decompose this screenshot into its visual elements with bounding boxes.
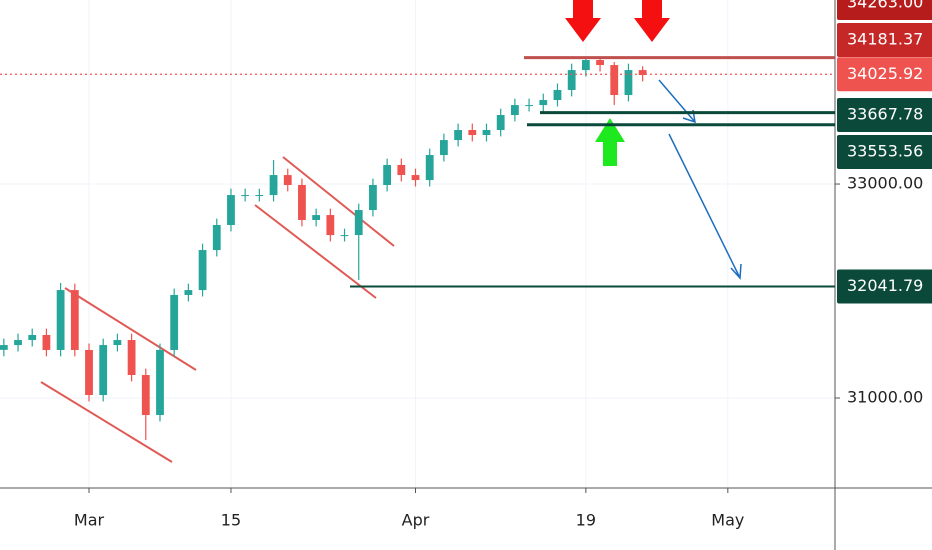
up-arrow xyxy=(595,118,625,166)
drawings xyxy=(40,0,742,463)
candle-body xyxy=(212,225,221,251)
candle-body xyxy=(610,65,619,96)
candle-body xyxy=(141,375,150,416)
x-tick-label: Mar xyxy=(74,511,105,530)
candle-body xyxy=(227,195,235,226)
candle-body xyxy=(255,195,264,197)
candle-body xyxy=(624,70,633,96)
candle-body xyxy=(482,129,491,136)
candle-body xyxy=(312,215,321,220)
candle-body xyxy=(567,70,576,90)
candle-body xyxy=(184,290,193,295)
arrow xyxy=(658,79,696,124)
candle-body xyxy=(539,100,548,106)
candle-body xyxy=(496,115,505,130)
candle-body xyxy=(383,164,392,185)
candle-body xyxy=(85,349,93,396)
candle-body xyxy=(510,105,519,116)
y-tick-label: 33000.00 xyxy=(847,174,923,193)
candle-body xyxy=(283,175,292,185)
price-label: 32041.79 xyxy=(847,276,923,295)
candle-body xyxy=(425,155,434,181)
candle-body xyxy=(638,70,647,76)
candle-body xyxy=(198,250,207,291)
channel-line xyxy=(254,204,377,299)
price-label: 34181.37 xyxy=(847,30,923,49)
down-arrow xyxy=(565,0,601,42)
candle-body xyxy=(113,340,122,346)
candle-body xyxy=(454,129,463,141)
x-tick-label: Apr xyxy=(402,511,430,530)
candle-body xyxy=(70,290,79,350)
candle-body xyxy=(170,294,179,350)
x-tick-label: May xyxy=(711,511,744,530)
x-tick-label: 19 xyxy=(576,511,596,530)
candle-body xyxy=(99,345,108,396)
candle-body xyxy=(42,334,51,350)
price-label-box xyxy=(837,135,932,169)
channel-line xyxy=(40,381,173,463)
price-label-box xyxy=(837,0,932,20)
candle-body xyxy=(127,340,136,376)
price-label: 33553.56 xyxy=(847,142,923,161)
candle-body xyxy=(525,105,533,107)
candle-body xyxy=(298,184,306,220)
price-label-box xyxy=(837,57,932,92)
candle-body xyxy=(596,60,604,66)
candle-body xyxy=(411,175,420,181)
candle-body xyxy=(369,184,377,211)
x-tick-label: 15 xyxy=(221,511,241,530)
candle-body xyxy=(241,195,250,197)
candle-body xyxy=(553,89,562,101)
candle-body xyxy=(468,129,477,136)
down-arrow xyxy=(634,0,670,42)
grid xyxy=(0,0,835,488)
price-label-box xyxy=(837,23,932,57)
channel-line xyxy=(282,156,395,247)
candle-body xyxy=(440,140,448,156)
price-label: 33667.78 xyxy=(847,105,923,124)
arrow xyxy=(668,133,742,280)
candle-body xyxy=(56,290,65,350)
candle-body xyxy=(354,210,363,236)
candle-body xyxy=(28,334,37,341)
candle-body xyxy=(14,340,22,346)
y-tick-label: 31000.00 xyxy=(847,388,923,407)
price-label-box xyxy=(837,269,932,304)
candle-body xyxy=(326,215,335,236)
price-label: 34263.00 xyxy=(847,0,923,12)
candle-body xyxy=(269,175,278,196)
price-label: 34025.92 xyxy=(847,64,923,83)
candle-body xyxy=(581,60,590,71)
candle-body xyxy=(0,345,8,350)
candle-body xyxy=(156,349,164,416)
candle-body xyxy=(397,164,406,176)
candle-body xyxy=(340,235,349,237)
price-label-box xyxy=(837,98,932,132)
